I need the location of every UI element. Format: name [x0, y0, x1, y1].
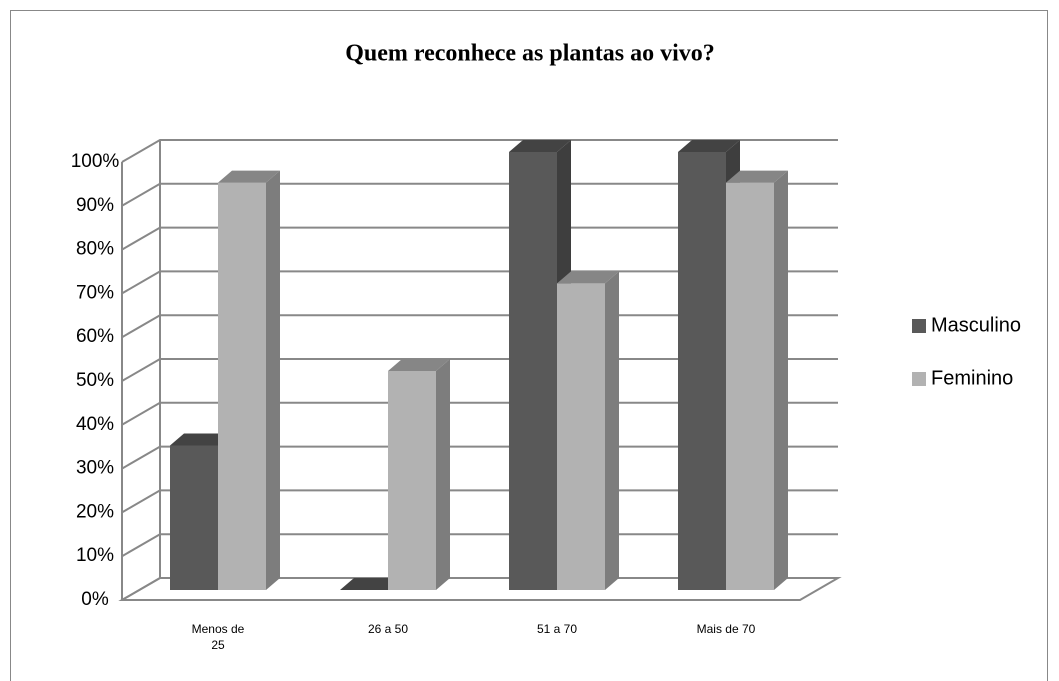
y-tick-label: 70%: [76, 282, 114, 303]
legend-label: Feminino: [931, 367, 1013, 389]
bar: [557, 271, 619, 590]
y-tick-label: 80%: [76, 239, 114, 260]
grid-line: [121, 182, 838, 207]
bar-front: [509, 152, 557, 590]
bar-top: [340, 578, 402, 590]
bar: [218, 170, 280, 590]
bar-side: [605, 271, 619, 590]
bar-front: [218, 182, 266, 590]
bar-top: [218, 170, 280, 183]
bar-side: [436, 359, 450, 590]
x-tick-label: Menos de 25: [191, 622, 245, 652]
y-tick-label: 40%: [76, 414, 114, 435]
bar-side: [266, 170, 280, 590]
y-tick-label: 30%: [76, 458, 114, 479]
chart-title: Quem reconhece as plantas ao vivo?: [345, 41, 715, 67]
bar-front: [557, 283, 605, 590]
grid-line: [121, 139, 838, 163]
bar: [726, 170, 788, 590]
bar-side: [774, 170, 788, 590]
y-tick-label: 90%: [76, 195, 114, 216]
bar-top: [726, 170, 788, 183]
y-tick-label: 50%: [76, 370, 114, 391]
bar-top: [509, 140, 571, 152]
y-tick-label: 100%: [71, 151, 120, 172]
legend-swatch: [912, 319, 926, 333]
y-tick-label: 20%: [76, 501, 114, 522]
y-tick-label: 60%: [76, 326, 114, 347]
x-tick-label: 26 a 50: [367, 622, 409, 636]
y-tick-label: 10%: [76, 545, 114, 566]
bar: [340, 578, 402, 590]
bar-top: [678, 140, 740, 152]
grid-line: [121, 226, 838, 251]
chart-border: [10, 10, 1048, 681]
bar-front: [726, 182, 774, 590]
y-tick-label: 0%: [81, 589, 109, 610]
bar-front: [388, 371, 436, 590]
bar-top: [557, 271, 619, 284]
bar-top: [170, 433, 232, 446]
bar-front: [678, 152, 726, 590]
x-tick-label: 51 a 70: [536, 622, 578, 636]
bar-top: [388, 359, 450, 371]
x-tick-label: Mais de 70: [696, 622, 756, 636]
legend-label: Masculino: [931, 314, 1021, 336]
legend-swatch: [912, 372, 926, 386]
bar: [388, 359, 450, 590]
bar-front: [170, 445, 218, 590]
